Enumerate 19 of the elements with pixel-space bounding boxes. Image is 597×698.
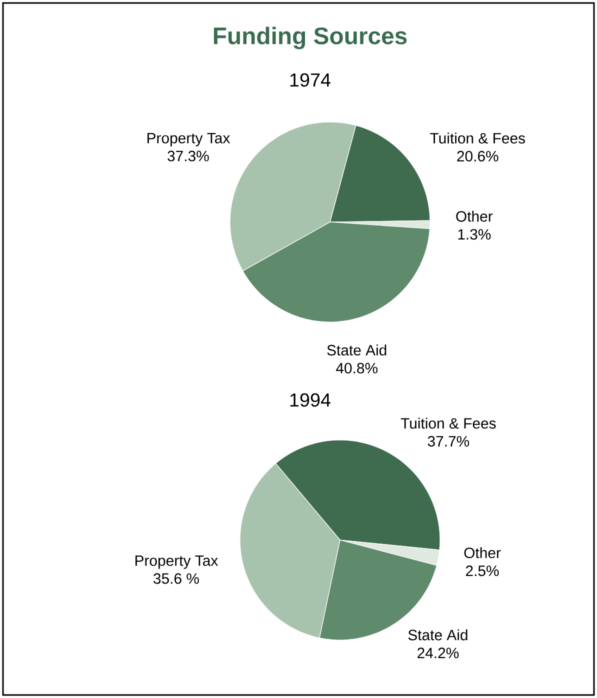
chart-title: 1994: [290, 393, 330, 407]
data-label: 40.8%: [336, 362, 378, 374]
chart-title: Funding Sources: [214, 26, 407, 50]
slice-label: Property Tax: [147, 132, 230, 146]
data-label: 2.5%: [466, 566, 499, 576]
data-label: 24.2%: [418, 648, 459, 658]
slice-label: State Aid: [408, 629, 468, 640]
data-label: 1.3%: [458, 229, 491, 240]
data-label: 35.6 %: [154, 573, 199, 584]
data-label: 37.3%: [168, 150, 209, 162]
slice-label: Other: [456, 210, 493, 222]
slice-label: Tuition & Fees: [400, 418, 496, 429]
slice-label: Other: [464, 547, 501, 558]
chart-subtitle: 1974: [290, 73, 330, 87]
slice-label: State Aid: [327, 344, 386, 356]
data-label: 37.7%: [428, 436, 470, 447]
data-label: 20.6%: [457, 150, 498, 162]
slice-label: Tuition & Fees: [430, 132, 525, 144]
slice-label: Property Tax: [135, 556, 218, 569]
